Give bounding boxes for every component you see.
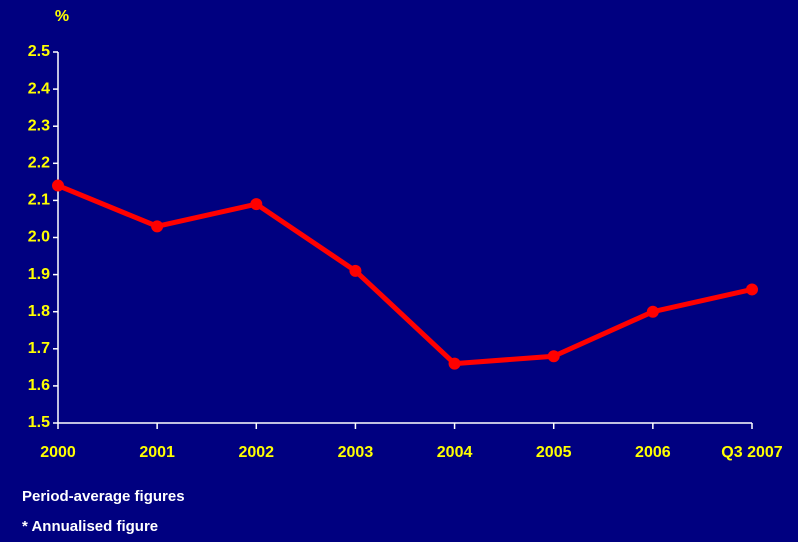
note: * Annualised figure [22, 518, 158, 535]
point [746, 283, 758, 296]
y-tick-label: 1.5 [28, 414, 50, 431]
x-tick-label: 2004 [437, 444, 473, 461]
x-tick-label: 2000 [40, 444, 76, 461]
x-tick-label: 2005 [536, 444, 572, 461]
y-tick-label: 2.1 [28, 192, 50, 209]
y-tick-label: 1.8 [28, 303, 50, 320]
y-tick-label: 1.6 [28, 377, 50, 394]
x-tick-label: Q3 2007 [721, 444, 782, 461]
x-tick-label: 2006 [635, 444, 671, 461]
y-tick-label: 2.2 [28, 155, 50, 172]
y-tick-label: 1.9 [28, 266, 50, 283]
point [448, 357, 461, 370]
x-tick-label: 2002 [238, 444, 274, 461]
y-tick-label: 2.3 [28, 117, 50, 134]
y-tick-label: 2.0 [28, 229, 50, 246]
point [349, 264, 362, 277]
point [151, 220, 164, 233]
y-tick-label: 2.4 [28, 80, 50, 97]
point [250, 198, 263, 211]
x-tick-label: 2001 [139, 444, 175, 461]
x-tick-label: 2003 [338, 444, 374, 461]
note: Period-average figures [22, 488, 185, 505]
y-tick-label: 2.5 [28, 43, 50, 60]
point [52, 179, 64, 192]
y-axis-label: % [55, 8, 69, 25]
point [547, 350, 560, 363]
point [646, 305, 659, 318]
line [57, 183, 753, 367]
y-tick-label: 1.7 [28, 340, 50, 357]
